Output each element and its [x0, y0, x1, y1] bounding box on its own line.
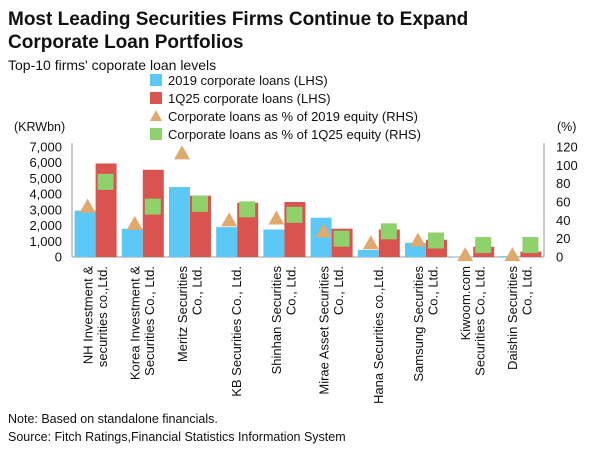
y-right-tick-label: 100	[556, 158, 578, 173]
marker-1q25-pct-equity	[144, 198, 161, 215]
y-right-tick-label: 80	[556, 176, 570, 191]
marker-1q25-pct-equity	[380, 223, 397, 240]
legend-label: Corporate loans as % of 2019 equity (RHS…	[168, 109, 418, 124]
x-category-label-line: Co., Ltd.	[284, 266, 299, 315]
bar-1q25-loans	[520, 251, 542, 257]
y-left-tick-label: 7,000	[29, 140, 62, 155]
chart-title: Most Leading Securities Firms Continue t…	[8, 8, 598, 54]
chart-title-line2: Corporate Loan Portfolios	[8, 32, 244, 53]
marker-1q25-pct-equity	[522, 237, 539, 254]
marker-1q25-pct-equity	[239, 201, 256, 218]
chart-title-line1: Most Leading Securities Firms Continue t…	[8, 9, 469, 30]
x-category-label: Korea Investment &Securities Co., Ltd.	[128, 266, 158, 380]
marker-1q25-pct-equity	[97, 173, 114, 190]
legend-label: 1Q25 corporate loans (LHS)	[168, 91, 331, 106]
y-right-tick-label: 20	[556, 231, 570, 246]
legend-swatch	[150, 92, 162, 104]
y-right-tick-label: 40	[556, 213, 570, 228]
y-left-tick-label: 5,000	[29, 171, 62, 186]
legend-label: 2019 corporate loans (LHS)	[168, 73, 328, 88]
y-left-tick-label: 0	[55, 250, 62, 265]
marker-2019-pct-equity	[126, 216, 143, 230]
marker-2019-pct-equity	[410, 232, 426, 247]
x-category-label-line: Mirae Asset Securities	[316, 266, 331, 395]
x-category-label-line: Shinhan Securities	[269, 266, 284, 375]
x-category-label-line: Securities Co., Ltd.	[142, 266, 157, 376]
bar-2019-loans	[263, 229, 285, 257]
marker-1q25-pct-equity	[192, 195, 208, 212]
x-category-label: Mirae Asset SecuritiesCo., Ltd.	[316, 266, 346, 395]
legend-swatch-triangle	[150, 110, 162, 121]
marker-1q25-pct-equity	[428, 232, 444, 249]
bar-2019-loans	[74, 210, 96, 257]
y-right-tick-label: 60	[556, 195, 570, 210]
x-category-label-line: Co., Ltd.	[425, 266, 440, 315]
x-category-label: Shinhan SecuritiesCo., Ltd.	[269, 266, 299, 375]
x-category-label-line: Korea Investment &	[128, 266, 143, 380]
legend-swatch	[150, 74, 162, 86]
bar-2019-loans	[169, 187, 190, 257]
y-axis-left-label: (KRWbn)	[14, 120, 65, 134]
marker-2019-pct-equity	[268, 210, 285, 225]
y-left-tick-label: 3,000	[29, 202, 62, 217]
chart-notes: Note: Based on standalone financials. So…	[8, 410, 346, 446]
marker-2019-pct-equity	[221, 212, 238, 227]
note-text: Note: Based on standalone financials.	[8, 412, 218, 426]
x-category-label: Meritz SecuritiesCo., Ltd.	[175, 266, 205, 363]
bar-2019-loans	[310, 217, 332, 257]
x-category-label-line: Hana Securities co.,Ltd.	[371, 266, 386, 404]
marker-2019-pct-equity	[457, 247, 474, 262]
x-category-label-line: Daishin Securities	[505, 266, 520, 371]
x-category-label-line: NH Investment &	[80, 266, 95, 365]
x-category-label-line: Meritz Securities	[175, 266, 190, 363]
y-right-tick-label: 0	[556, 250, 563, 265]
x-category-label: Daishin SecuritiesCo., Ltd.	[505, 266, 535, 371]
marker-2019-pct-equity	[79, 198, 96, 213]
x-category-label: NH Investment &securities co.,Ltd.	[80, 266, 110, 367]
x-category-label-line: securities co.,Ltd.	[95, 266, 110, 367]
marker-1q25-pct-equity	[333, 230, 350, 247]
x-category-label: Hana Securities co.,Ltd.	[371, 266, 386, 404]
marker-2019-pct-equity	[315, 223, 332, 238]
y-left-tick-label: 2,000	[29, 218, 62, 233]
x-category-label-line: Samsung Securities	[411, 266, 426, 382]
bar-2019-loans	[357, 249, 379, 257]
x-category-label-line: Kiwoom.com	[458, 266, 473, 340]
x-category-label: KB Securities Co., Ltd.	[229, 266, 244, 397]
marker-1q25-pct-equity	[475, 237, 492, 254]
bar-2019-loans	[121, 228, 143, 257]
y-left-tick-label: 4,000	[29, 187, 62, 202]
y-left-tick-label: 1,000	[29, 234, 62, 249]
legend-swatch	[150, 128, 162, 140]
x-category-label: Samsung SecuritiesCo., Ltd.	[411, 266, 441, 382]
x-category-label: Kiwoom.comSecurities Co., Ltd.	[458, 266, 488, 376]
x-category-label-line: Co., Ltd.	[520, 266, 535, 315]
y-left-tick-label: 6,000	[29, 155, 62, 170]
x-category-label-line: KB Securities Co., Ltd.	[229, 266, 244, 397]
marker-2019-pct-equity	[504, 247, 521, 262]
x-category-label-line: Co., Ltd.	[331, 266, 346, 315]
chart-subtitle: Top-10 firms' coporate loan levels	[8, 57, 217, 73]
x-category-label-line: Co., Ltd.	[189, 266, 204, 315]
x-category-label-line: Securities Co., Ltd.	[472, 266, 487, 376]
y-right-tick-label: 120	[556, 140, 578, 155]
bar-2019-loans	[216, 227, 238, 257]
y-axis-right-label: (%)	[557, 120, 576, 134]
source-text: Source: Fitch Ratings,Financial Statisti…	[8, 430, 346, 444]
legend-label: Corporate loans as % of 1Q25 equity (RHS…	[168, 127, 421, 142]
marker-2019-pct-equity	[362, 235, 379, 250]
marker-2019-pct-equity	[174, 145, 190, 160]
marker-1q25-pct-equity	[286, 206, 303, 223]
